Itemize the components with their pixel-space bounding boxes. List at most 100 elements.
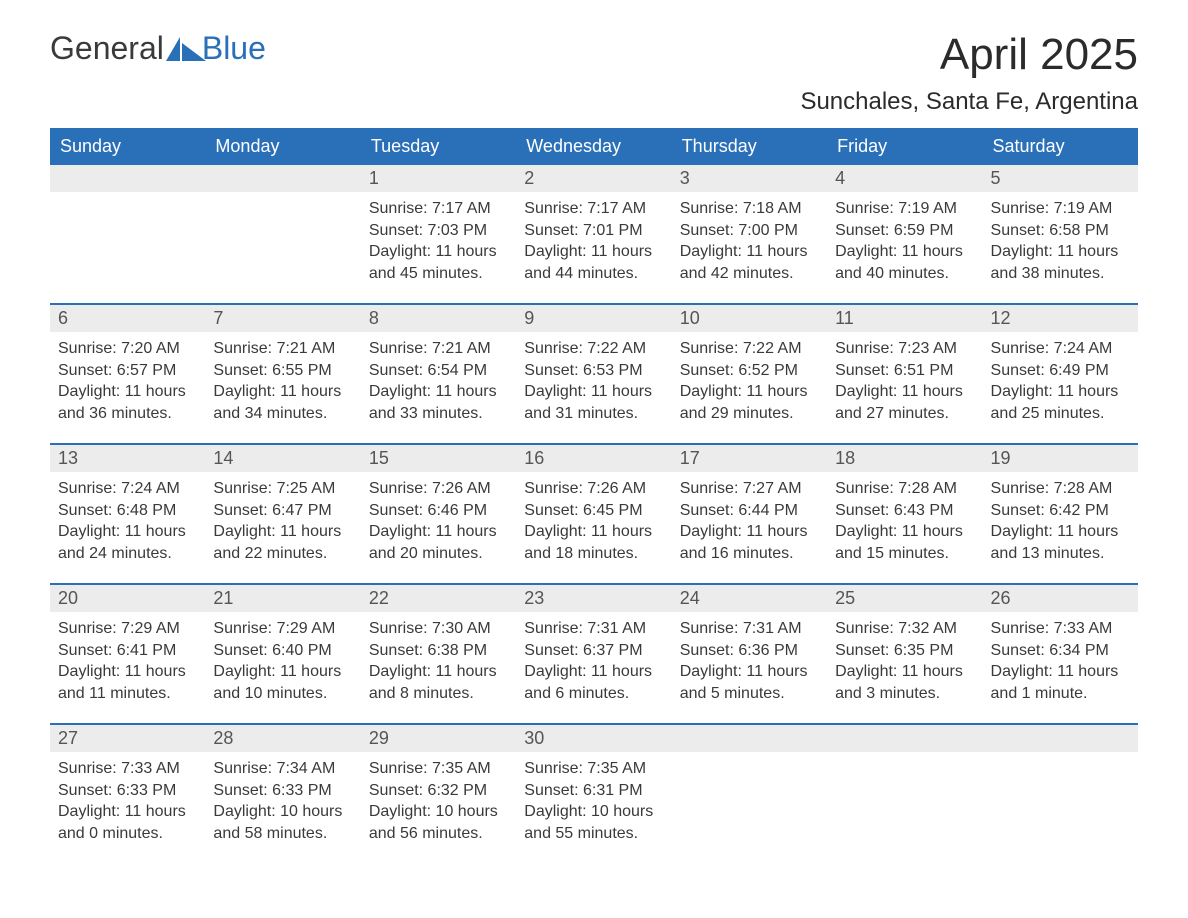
day-header-cell: Sunday — [50, 128, 205, 165]
date-number: 11 — [827, 305, 982, 332]
sunrise-text: Sunrise: 7:17 AM — [369, 198, 508, 220]
week-row: 6Sunrise: 7:20 AMSunset: 6:57 PMDaylight… — [50, 303, 1138, 433]
sunset-text: Sunset: 6:44 PM — [680, 500, 819, 522]
sunrise-text: Sunrise: 7:21 AM — [369, 338, 508, 360]
day-content: Sunrise: 7:21 AMSunset: 6:54 PMDaylight:… — [361, 332, 516, 428]
sunrise-text: Sunrise: 7:19 AM — [835, 198, 974, 220]
logo: General Blue — [50, 30, 266, 67]
day-content: Sunrise: 7:22 AMSunset: 6:53 PMDaylight:… — [516, 332, 671, 428]
sunrise-text: Sunrise: 7:19 AM — [991, 198, 1130, 220]
sunset-text: Sunset: 7:00 PM — [680, 220, 819, 242]
day-cell: 9Sunrise: 7:22 AMSunset: 6:53 PMDaylight… — [516, 305, 671, 433]
date-number: 20 — [50, 585, 205, 612]
day-content: Sunrise: 7:20 AMSunset: 6:57 PMDaylight:… — [50, 332, 205, 428]
sunset-text: Sunset: 6:37 PM — [524, 640, 663, 662]
sunset-text: Sunset: 6:43 PM — [835, 500, 974, 522]
calendar: SundayMondayTuesdayWednesdayThursdayFrid… — [50, 128, 1138, 853]
day-content: Sunrise: 7:29 AMSunset: 6:40 PMDaylight:… — [205, 612, 360, 708]
day-cell: 6Sunrise: 7:20 AMSunset: 6:57 PMDaylight… — [50, 305, 205, 433]
sunrise-text: Sunrise: 7:31 AM — [524, 618, 663, 640]
week-row: 20Sunrise: 7:29 AMSunset: 6:41 PMDayligh… — [50, 583, 1138, 713]
daylight-text: Daylight: 11 hours and 25 minutes. — [991, 381, 1130, 424]
day-cell — [672, 725, 827, 853]
sunset-text: Sunset: 6:53 PM — [524, 360, 663, 382]
sunset-text: Sunset: 6:40 PM — [213, 640, 352, 662]
sunrise-text: Sunrise: 7:32 AM — [835, 618, 974, 640]
day-cell: 25Sunrise: 7:32 AMSunset: 6:35 PMDayligh… — [827, 585, 982, 713]
date-number — [672, 725, 827, 752]
date-number: 16 — [516, 445, 671, 472]
sunset-text: Sunset: 6:32 PM — [369, 780, 508, 802]
day-content: Sunrise: 7:26 AMSunset: 6:45 PMDaylight:… — [516, 472, 671, 568]
day-cell: 1Sunrise: 7:17 AMSunset: 7:03 PMDaylight… — [361, 165, 516, 293]
daylight-text: Daylight: 11 hours and 1 minute. — [991, 661, 1130, 704]
day-cell — [983, 725, 1138, 853]
date-number: 14 — [205, 445, 360, 472]
day-content: Sunrise: 7:30 AMSunset: 6:38 PMDaylight:… — [361, 612, 516, 708]
day-cell: 16Sunrise: 7:26 AMSunset: 6:45 PMDayligh… — [516, 445, 671, 573]
logo-text-blue: Blue — [202, 30, 266, 67]
day-cell: 2Sunrise: 7:17 AMSunset: 7:01 PMDaylight… — [516, 165, 671, 293]
daylight-text: Daylight: 11 hours and 24 minutes. — [58, 521, 197, 564]
day-header-row: SundayMondayTuesdayWednesdayThursdayFrid… — [50, 128, 1138, 165]
date-number — [205, 165, 360, 192]
logo-text-general: General — [50, 30, 164, 67]
sunset-text: Sunset: 6:49 PM — [991, 360, 1130, 382]
sunset-text: Sunset: 6:46 PM — [369, 500, 508, 522]
sunset-text: Sunset: 6:34 PM — [991, 640, 1130, 662]
date-number: 7 — [205, 305, 360, 332]
sunrise-text: Sunrise: 7:30 AM — [369, 618, 508, 640]
sunset-text: Sunset: 7:03 PM — [369, 220, 508, 242]
daylight-text: Daylight: 11 hours and 3 minutes. — [835, 661, 974, 704]
daylight-text: Daylight: 11 hours and 10 minutes. — [213, 661, 352, 704]
day-cell: 29Sunrise: 7:35 AMSunset: 6:32 PMDayligh… — [361, 725, 516, 853]
sunset-text: Sunset: 6:42 PM — [991, 500, 1130, 522]
day-cell: 13Sunrise: 7:24 AMSunset: 6:48 PMDayligh… — [50, 445, 205, 573]
day-cell: 5Sunrise: 7:19 AMSunset: 6:58 PMDaylight… — [983, 165, 1138, 293]
day-content: Sunrise: 7:21 AMSunset: 6:55 PMDaylight:… — [205, 332, 360, 428]
day-content: Sunrise: 7:23 AMSunset: 6:51 PMDaylight:… — [827, 332, 982, 428]
daylight-text: Daylight: 11 hours and 8 minutes. — [369, 661, 508, 704]
day-content: Sunrise: 7:32 AMSunset: 6:35 PMDaylight:… — [827, 612, 982, 708]
daylight-text: Daylight: 11 hours and 38 minutes. — [991, 241, 1130, 284]
day-header-cell: Saturday — [983, 128, 1138, 165]
day-content: Sunrise: 7:34 AMSunset: 6:33 PMDaylight:… — [205, 752, 360, 848]
date-number: 17 — [672, 445, 827, 472]
sunset-text: Sunset: 6:38 PM — [369, 640, 508, 662]
day-cell: 19Sunrise: 7:28 AMSunset: 6:42 PMDayligh… — [983, 445, 1138, 573]
week-row: 1Sunrise: 7:17 AMSunset: 7:03 PMDaylight… — [50, 165, 1138, 293]
daylight-text: Daylight: 11 hours and 20 minutes. — [369, 521, 508, 564]
location: Sunchales, Santa Fe, Argentina — [800, 88, 1138, 116]
date-number: 23 — [516, 585, 671, 612]
day-cell: 23 Sunrise: 7:31 AMSunset: 6:37 PMDayligh… — [516, 585, 671, 713]
sunrise-text: Sunrise: 7:35 AM — [369, 758, 508, 780]
sunrise-text: Sunrise: 7:24 AM — [991, 338, 1130, 360]
day-content: Sunrise: 7:18 AMSunset: 7:00 PMDaylight:… — [672, 192, 827, 288]
day-cell: 18Sunrise: 7:28 AMSunset: 6:43 PMDayligh… — [827, 445, 982, 573]
daylight-text: Daylight: 10 hours and 55 minutes. — [524, 801, 663, 844]
sunset-text: Sunset: 6:59 PM — [835, 220, 974, 242]
sunset-text: Sunset: 6:36 PM — [680, 640, 819, 662]
sunset-text: Sunset: 6:54 PM — [369, 360, 508, 382]
day-content: Sunrise: 7:26 AMSunset: 6:46 PMDaylight:… — [361, 472, 516, 568]
week-row: 27Sunrise: 7:33 AMSunset: 6:33 PMDayligh… — [50, 723, 1138, 853]
day-header-cell: Monday — [205, 128, 360, 165]
day-content: Sunrise: 7:17 AMSunset: 7:03 PMDaylight:… — [361, 192, 516, 288]
sunrise-text: Sunrise: 7:17 AM — [524, 198, 663, 220]
day-cell: 7Sunrise: 7:21 AMSunset: 6:55 PMDaylight… — [205, 305, 360, 433]
day-content: Sunrise: 7:29 AMSunset: 6:41 PMDaylight:… — [50, 612, 205, 708]
sunset-text: Sunset: 6:31 PM — [524, 780, 663, 802]
day-cell: 12Sunrise: 7:24 AMSunset: 6:49 PMDayligh… — [983, 305, 1138, 433]
day-content: Sunrise: 7:27 AMSunset: 6:44 PMDaylight:… — [672, 472, 827, 568]
day-cell: 26Sunrise: 7:33 AMSunset: 6:34 PMDayligh… — [983, 585, 1138, 713]
date-number: 19 — [983, 445, 1138, 472]
date-number: 9 — [516, 305, 671, 332]
sunrise-text: Sunrise: 7:26 AM — [524, 478, 663, 500]
day-content: Sunrise: 7:24 AMSunset: 6:48 PMDaylight:… — [50, 472, 205, 568]
sunset-text: Sunset: 6:47 PM — [213, 500, 352, 522]
sunrise-text: Sunrise: 7:28 AM — [835, 478, 974, 500]
date-number: 5 — [983, 165, 1138, 192]
day-content: Sunrise: 7:25 AMSunset: 6:47 PMDaylight:… — [205, 472, 360, 568]
daylight-text: Daylight: 11 hours and 6 minutes. — [524, 661, 663, 704]
date-number: 25 — [827, 585, 982, 612]
